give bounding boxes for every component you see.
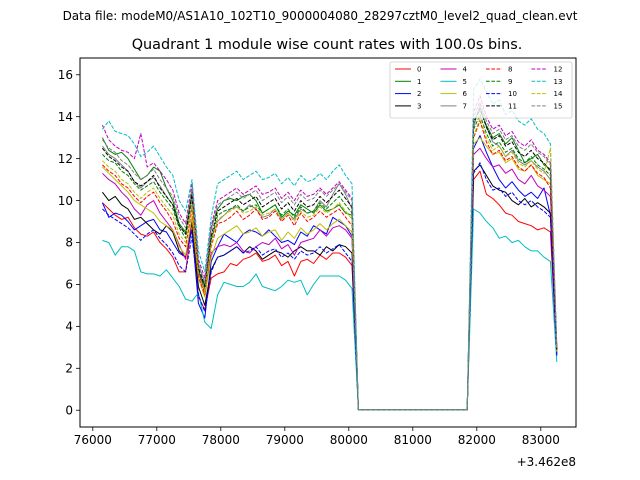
x-tick-label: 77000 <box>138 433 176 447</box>
y-tick-label: 8 <box>65 236 73 250</box>
x-tick-label: 81000 <box>394 433 432 447</box>
y-tick-label: 16 <box>58 68 73 82</box>
legend-label: 15 <box>554 103 563 111</box>
series-2-line <box>101 135 558 411</box>
x-offset-label: +3.462e8 <box>517 455 576 469</box>
legend-label: 6 <box>463 90 468 98</box>
series-0-line <box>102 170 558 411</box>
legend-label: 0 <box>417 66 421 74</box>
legend-label: 10 <box>508 90 517 98</box>
legend-label: 13 <box>554 78 563 86</box>
y-tick-label: 14 <box>58 110 73 124</box>
x-tick-label: 82000 <box>458 433 496 447</box>
series-4-line <box>102 147 558 411</box>
legend-label: 12 <box>554 66 563 74</box>
x-tick-label: 83000 <box>522 433 560 447</box>
series-11-line <box>102 107 558 411</box>
series-15-line <box>102 101 558 411</box>
x-tick-label: 78000 <box>202 433 240 447</box>
y-tick-label: 4 <box>65 320 73 334</box>
legend-label: 7 <box>463 103 467 111</box>
legend-label: 8 <box>508 66 512 74</box>
series-6-line <box>102 137 558 411</box>
legend-label: 5 <box>463 78 467 86</box>
chart-title: Quadrant 1 module wise count rates with … <box>132 37 523 53</box>
legend-frame <box>389 61 573 119</box>
legend-label: 1 <box>417 78 421 86</box>
x-tick-label: 76000 <box>74 433 112 447</box>
figure-suptitle: Data file: modeM0/AS1A10_102T10_90000040… <box>63 9 578 23</box>
series-1-line <box>101 109 558 411</box>
series-10-line <box>102 162 558 411</box>
y-tick-label: 10 <box>58 194 73 208</box>
y-tick-label: 2 <box>65 361 73 375</box>
series-9-line <box>102 114 558 411</box>
series-group <box>101 78 558 411</box>
legend-label: 4 <box>463 66 468 74</box>
series-8-line <box>102 120 558 411</box>
y-tick-label: 12 <box>58 152 73 166</box>
series-3-line <box>102 164 558 411</box>
legend-label: 11 <box>508 103 517 111</box>
x-tick-label: 79000 <box>266 433 304 447</box>
legend-label: 14 <box>554 90 563 98</box>
y-axis: 0 2 4 6 8 10 12 14 16 <box>58 68 80 417</box>
series-5-line <box>102 208 558 411</box>
x-tick-label: 80000 <box>330 433 368 447</box>
series-12-line <box>101 95 558 411</box>
legend-label: 9 <box>508 78 512 86</box>
y-tick-label: 6 <box>65 278 73 292</box>
legend-label: 2 <box>417 90 421 98</box>
x-axis: 76000 77000 78000 79000 80000 81000 82000 83000 <box>74 427 560 447</box>
y-tick-label: 0 <box>65 403 73 417</box>
legend-label: 3 <box>417 103 421 111</box>
series-14-line <box>102 118 558 411</box>
